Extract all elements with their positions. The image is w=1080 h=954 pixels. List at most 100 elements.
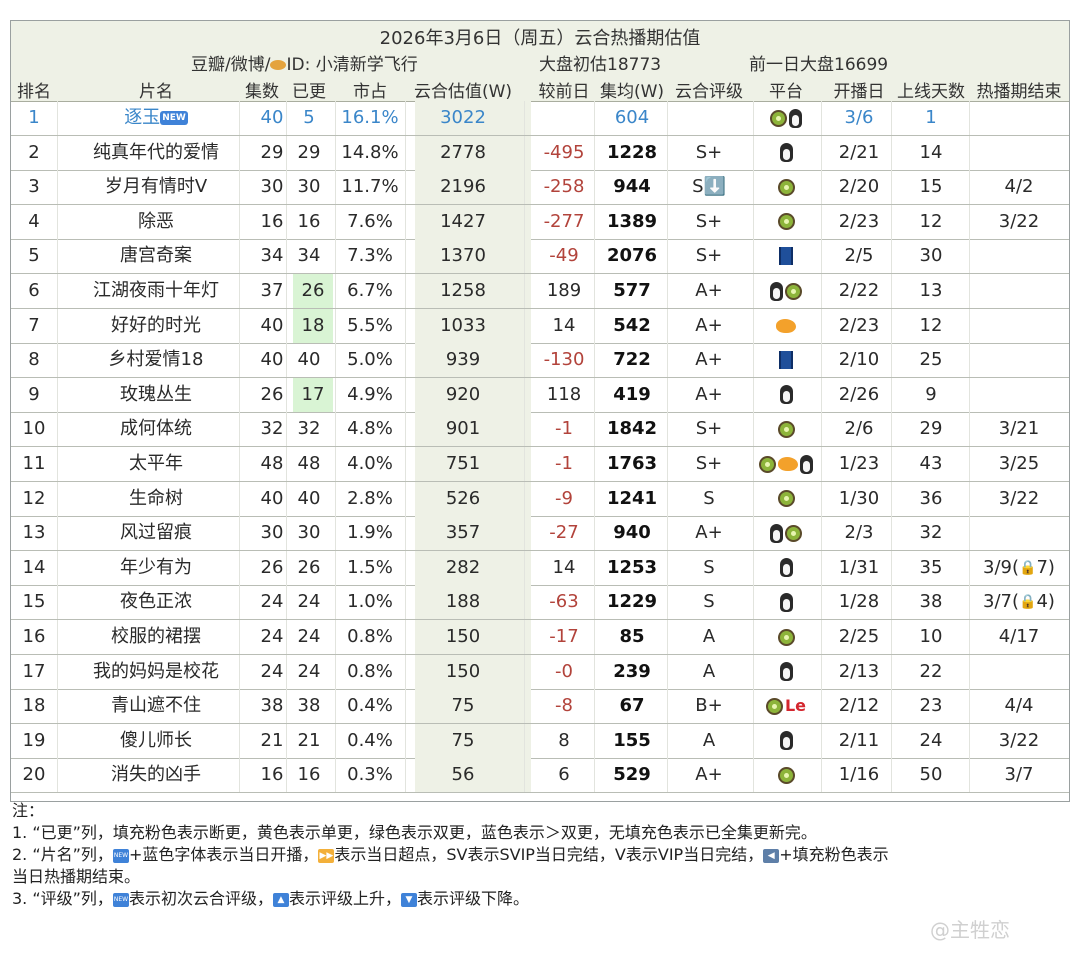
column-divider	[594, 170, 595, 205]
column-divider	[405, 343, 406, 378]
column-divider	[667, 550, 668, 585]
column-divider	[524, 447, 525, 481]
column-divider	[594, 412, 595, 447]
cell-name: 傻儿师长	[120, 729, 192, 751]
cell-end	[969, 239, 1069, 273]
column-divider	[335, 758, 336, 793]
cell-rank: 3	[28, 176, 40, 198]
cell-estimate: 939	[445, 349, 481, 371]
cell-share: 6.7%	[347, 280, 393, 301]
column-divider	[821, 308, 822, 343]
column-divider	[335, 481, 336, 516]
column-divider	[335, 723, 336, 758]
column-divider	[667, 135, 668, 170]
estimate-bg	[415, 654, 531, 689]
cell-days: 30	[919, 245, 943, 267]
cell-delta: -1	[555, 453, 573, 474]
estimate-bg	[415, 758, 531, 793]
column-divider	[667, 239, 668, 274]
column-divider	[57, 689, 58, 724]
column-divider	[524, 550, 525, 585]
cell-estimate: 751	[445, 453, 481, 474]
column-divider	[286, 101, 287, 135]
note-2-d: +填充粉色表示	[779, 845, 889, 864]
cell-grade: A+	[695, 280, 723, 301]
column-divider	[969, 412, 970, 447]
cell-updated: 48	[297, 453, 321, 474]
end-date: 3/7(	[983, 591, 1020, 613]
cell-avg: 604	[614, 107, 650, 128]
penguin-icon	[789, 108, 802, 128]
cell-delta: 14	[552, 556, 576, 578]
column-divider	[239, 170, 240, 205]
cell-avg: 1253	[606, 556, 658, 578]
cell-start: 1/23	[838, 453, 880, 474]
column-divider	[286, 585, 287, 620]
note-3-d: 表示评级下降。	[416, 889, 529, 908]
column-divider	[405, 654, 406, 689]
cell-updated: 18	[293, 308, 333, 343]
column-divider	[594, 758, 595, 793]
cell-grade: S⬇️	[692, 176, 726, 198]
column-divider	[335, 170, 336, 205]
cell-end: 3/9(🔒7)	[969, 551, 1069, 585]
column-divider	[524, 585, 525, 620]
column-divider	[891, 170, 892, 205]
column-divider	[57, 481, 58, 516]
note-3-b: 表示初次云合评级，	[128, 889, 273, 908]
estimate-bg	[415, 550, 531, 585]
column-divider	[667, 170, 668, 205]
estimate-bg	[415, 343, 531, 378]
cell-avg: 944	[613, 176, 651, 198]
column-divider	[821, 239, 822, 274]
column-divider	[969, 758, 970, 793]
column-divider	[239, 274, 240, 308]
cell-eps: 21	[260, 729, 284, 751]
cell-eps: 40	[260, 107, 284, 128]
column-divider	[57, 550, 58, 585]
column-divider	[969, 204, 970, 239]
column-divider	[753, 585, 754, 620]
cell-end	[969, 309, 1069, 343]
cell-end	[969, 655, 1069, 689]
cell-platform	[753, 482, 819, 516]
column-divider	[594, 447, 595, 481]
cell-name: 风过留痕	[120, 522, 192, 544]
column-divider	[753, 481, 754, 516]
cell-eps: 48	[260, 453, 284, 474]
note-2-b: +蓝色字体表示当日开播，	[128, 845, 319, 864]
cell-share: 0.4%	[347, 695, 393, 717]
note-3: 3. “评级”列，NEW表示初次云合评级， ▲ 表示评级上升， ▼ 表示评级下降。	[12, 888, 1072, 910]
cell-estimate: 1258	[440, 280, 486, 301]
cell-share: 5.0%	[347, 349, 393, 371]
column-divider	[891, 654, 892, 689]
ranking-table: 2026年3月6日（周五）云合热播期估值 豆瓣/微博/ID: 小清新学飞行 大盘…	[10, 20, 1070, 802]
estimate-bg	[415, 239, 531, 274]
prev-market: 前一日大盘16699	[749, 55, 889, 75]
cell-platform	[753, 205, 819, 239]
column-divider	[405, 204, 406, 239]
column-divider	[667, 204, 668, 239]
estimate-bg	[415, 135, 531, 170]
kiwi-icon	[777, 766, 795, 784]
mango-icon	[778, 457, 798, 471]
column-divider	[753, 516, 754, 551]
end-icon: ◀	[763, 848, 780, 863]
column-divider	[667, 620, 668, 654]
column-divider	[335, 101, 336, 135]
cell-avg: 1389	[606, 210, 658, 232]
cell-updated: 16	[297, 764, 321, 786]
source-text: 豆瓣/微博/	[191, 55, 271, 75]
notes-label: 注：	[12, 801, 45, 820]
column-divider	[969, 274, 970, 308]
cell-delta: -9	[555, 487, 573, 509]
table-row: 6 江湖夜雨十年灯 37 26 6.7% 1258 189 577 A+ 2/22 13	[11, 274, 1069, 309]
cell-name: 消失的凶手	[111, 764, 201, 786]
cell-eps: 37	[260, 280, 284, 301]
cell-updated: 34	[297, 245, 321, 267]
cell-estimate: 75	[451, 729, 475, 751]
cell-rank: 5	[28, 245, 40, 267]
arrow-down-icon: ▼	[400, 892, 417, 907]
col-start: 开播日	[833, 82, 885, 102]
cell-days: 23	[919, 695, 943, 717]
